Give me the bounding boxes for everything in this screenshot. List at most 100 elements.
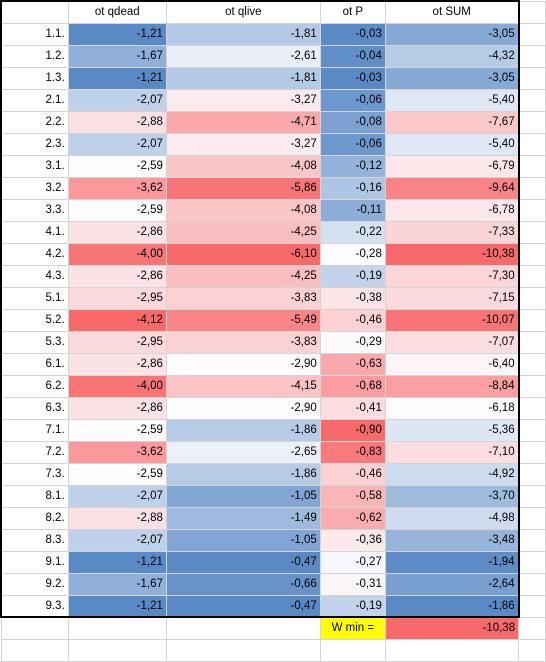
value-cell[interactable]: -3,70 (384, 484, 520, 508)
value-cell[interactable]: -1,05 (165, 528, 321, 552)
column-header[interactable]: ot qdead (67, 0, 167, 24)
empty-cell[interactable] (518, 286, 546, 310)
corner-cell[interactable] (0, 0, 69, 24)
value-cell[interactable]: -2,61 (165, 44, 321, 68)
value-cell[interactable]: -7,07 (384, 330, 520, 354)
value-cell[interactable]: -2,86 (67, 396, 167, 420)
value-cell[interactable]: -0,27 (319, 550, 386, 574)
empty-cell[interactable] (518, 0, 546, 24)
empty-cell[interactable] (518, 132, 546, 156)
row-label-cell[interactable]: 8.1. (0, 484, 69, 508)
row-label-cell[interactable]: 8.3. (0, 528, 69, 552)
empty-cell[interactable] (67, 638, 167, 662)
value-cell[interactable]: -0,58 (319, 484, 386, 508)
wmin-label-cell[interactable]: W min = (319, 616, 386, 640)
row-label-cell[interactable]: 2.2. (0, 110, 69, 134)
value-cell[interactable]: -0,41 (319, 396, 386, 420)
empty-cell[interactable] (518, 528, 546, 552)
value-cell[interactable]: -0,90 (319, 418, 386, 442)
value-cell[interactable]: -7,30 (384, 264, 520, 288)
value-cell[interactable]: -4,08 (165, 198, 321, 222)
value-cell[interactable]: -3,83 (165, 330, 321, 354)
row-label-cell[interactable]: 6.3. (0, 396, 69, 420)
value-cell[interactable]: -0,03 (319, 22, 386, 46)
value-cell[interactable]: -4,98 (384, 506, 520, 530)
wmin-value-cell[interactable]: -10,38 (384, 616, 520, 640)
value-cell[interactable]: -8,84 (384, 374, 520, 398)
value-cell[interactable]: -1,86 (165, 462, 321, 486)
value-cell[interactable]: -0,31 (319, 572, 386, 596)
value-cell[interactable]: -5,36 (384, 418, 520, 442)
value-cell[interactable]: -3,27 (165, 88, 321, 112)
value-cell[interactable]: -4,08 (165, 154, 321, 178)
value-cell[interactable]: -0,36 (319, 528, 386, 552)
value-cell[interactable]: -2,90 (165, 352, 321, 376)
value-cell[interactable]: -1,67 (67, 572, 167, 596)
value-cell[interactable]: -5,86 (165, 176, 321, 200)
value-cell[interactable]: -9,64 (384, 176, 520, 200)
value-cell[interactable]: -1,67 (67, 44, 167, 68)
empty-cell[interactable] (518, 506, 546, 530)
row-label-cell[interactable]: 5.1. (0, 286, 69, 310)
value-cell[interactable]: -2,95 (67, 286, 167, 310)
row-label-cell[interactable]: 3.2. (0, 176, 69, 200)
value-cell[interactable]: -2,64 (384, 572, 520, 596)
value-cell[interactable]: -1,21 (67, 66, 167, 90)
value-cell[interactable]: -4,15 (165, 374, 321, 398)
row-label-cell[interactable]: 5.3. (0, 330, 69, 354)
empty-cell[interactable] (518, 22, 546, 46)
value-cell[interactable]: -10,38 (384, 242, 520, 266)
value-cell[interactable]: -3,05 (384, 22, 520, 46)
row-label-cell[interactable]: 9.1. (0, 550, 69, 574)
value-cell[interactable]: -4,32 (384, 44, 520, 68)
value-cell[interactable]: -0,47 (165, 594, 321, 618)
value-cell[interactable]: -7,33 (384, 220, 520, 244)
value-cell[interactable]: -5,49 (165, 308, 321, 332)
row-label-cell[interactable]: 7.3. (0, 462, 69, 486)
value-cell[interactable]: -6,78 (384, 198, 520, 222)
value-cell[interactable]: -0,63 (319, 352, 386, 376)
value-cell[interactable]: -0,46 (319, 462, 386, 486)
value-cell[interactable]: -0,06 (319, 132, 386, 156)
value-cell[interactable]: -2,88 (67, 110, 167, 134)
empty-cell[interactable] (384, 638, 520, 662)
empty-cell[interactable] (518, 154, 546, 178)
empty-cell[interactable] (165, 616, 321, 640)
value-cell[interactable]: -4,00 (67, 374, 167, 398)
row-label-cell[interactable]: 1.3. (0, 66, 69, 90)
empty-cell[interactable] (518, 374, 546, 398)
row-label-cell[interactable]: 8.2. (0, 506, 69, 530)
row-label-cell[interactable]: 1.2. (0, 44, 69, 68)
value-cell[interactable]: -0,16 (319, 176, 386, 200)
empty-cell[interactable] (518, 264, 546, 288)
value-cell[interactable]: -3,05 (384, 66, 520, 90)
value-cell[interactable]: -0,46 (319, 308, 386, 332)
empty-cell[interactable] (518, 616, 546, 640)
value-cell[interactable]: -0,83 (319, 440, 386, 464)
value-cell[interactable]: -2,90 (165, 396, 321, 420)
value-cell[interactable]: -0,62 (319, 506, 386, 530)
row-label-cell[interactable]: 2.1. (0, 88, 69, 112)
value-cell[interactable]: -0,66 (165, 572, 321, 596)
row-label-cell[interactable]: 7.1. (0, 418, 69, 442)
value-cell[interactable]: -2,86 (67, 352, 167, 376)
value-cell[interactable]: -0,47 (165, 550, 321, 574)
row-label-cell[interactable]: 4.3. (0, 264, 69, 288)
empty-cell[interactable] (518, 418, 546, 442)
empty-cell[interactable] (518, 66, 546, 90)
empty-cell[interactable] (67, 616, 167, 640)
row-label-cell[interactable]: 3.3. (0, 198, 69, 222)
empty-cell[interactable] (518, 550, 546, 574)
empty-cell[interactable] (518, 110, 546, 134)
value-cell[interactable]: -0,19 (319, 264, 386, 288)
empty-cell[interactable] (165, 638, 321, 662)
value-cell[interactable]: -4,12 (67, 308, 167, 332)
value-cell[interactable]: -2,07 (67, 484, 167, 508)
empty-cell[interactable] (518, 638, 546, 662)
value-cell[interactable]: -6,10 (165, 242, 321, 266)
column-header[interactable]: ot SUM (384, 0, 520, 24)
value-cell[interactable]: -0,12 (319, 154, 386, 178)
value-cell[interactable]: -2,59 (67, 418, 167, 442)
value-cell[interactable]: -1,86 (165, 418, 321, 442)
value-cell[interactable]: -2,65 (165, 440, 321, 464)
